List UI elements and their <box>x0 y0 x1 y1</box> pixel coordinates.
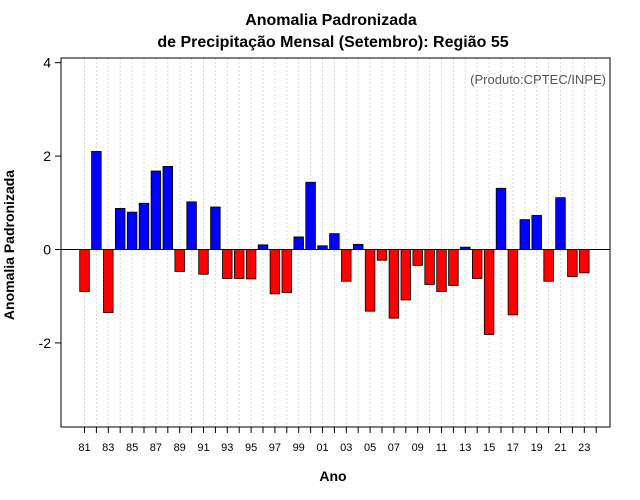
bar-82 <box>91 151 102 250</box>
bar-89 <box>174 249 185 272</box>
x-tick-label: 15 <box>483 442 495 454</box>
chart-subtitle: de Precipitação Mensal (Setembro): Regiã… <box>157 34 508 51</box>
bar-18 <box>519 219 531 250</box>
bar-03 <box>341 249 352 282</box>
bar-95 <box>245 249 257 280</box>
bar-00 <box>305 181 316 250</box>
x-tick-label: 01 <box>316 442 328 454</box>
bar-01 <box>317 245 328 250</box>
bar-94 <box>233 249 245 279</box>
bar-99 <box>293 236 304 250</box>
bar-21 <box>555 197 566 250</box>
bar-08 <box>400 249 412 301</box>
bar-15 <box>483 249 495 335</box>
bar-81 <box>79 249 90 292</box>
bar-06 <box>376 249 388 261</box>
bar-98 <box>281 249 293 293</box>
x-tick-label: 91 <box>197 442 209 454</box>
bar-07 <box>388 249 400 319</box>
y-tick-label: 0 <box>43 242 51 258</box>
bar-19 <box>531 215 542 250</box>
x-tick-label: 83 <box>102 442 114 454</box>
x-tick-label: 81 <box>78 442 90 454</box>
bar-23 <box>579 249 590 274</box>
bar-10 <box>424 249 435 285</box>
y-tick-label: -2 <box>39 335 52 351</box>
vertical-gridlines <box>84 58 597 427</box>
bar-11 <box>436 249 447 292</box>
x-tick-label: 89 <box>174 442 186 454</box>
x-tick-label: 99 <box>293 442 305 454</box>
y-tick-label: 4 <box>43 55 51 71</box>
bar-92 <box>210 206 221 250</box>
x-tick-label: 85 <box>126 442 138 454</box>
bar-13 <box>460 246 471 250</box>
x-tick-label: 09 <box>412 442 424 454</box>
bar-91 <box>198 249 209 275</box>
bar-85 <box>126 211 138 250</box>
x-tick-label: 07 <box>388 442 400 454</box>
x-tick-label: 03 <box>340 442 352 454</box>
bar-20 <box>543 249 554 282</box>
chart-title: Anomalia Padronizada <box>245 12 417 29</box>
plot-frame <box>60 57 611 428</box>
bar-04 <box>352 243 364 250</box>
bar-84 <box>115 208 126 250</box>
credit-label: (Produto:CPTEC/INPE) <box>470 72 606 87</box>
bar-88 <box>162 165 174 250</box>
x-axis-label: Ano <box>319 468 346 484</box>
x-tick-label: 05 <box>364 442 376 454</box>
bar-93 <box>222 249 233 279</box>
x-axis: 81 83 85 87 89 91 93 95 97 99 01 03 05 07 09 11 13 15 17 19… <box>78 427 597 454</box>
bar-12 <box>448 249 459 286</box>
bar-16 <box>495 187 507 250</box>
y-axis: -2 0 2 4 <box>39 55 61 351</box>
bar-97 <box>269 249 281 295</box>
bar-86 <box>138 202 150 250</box>
y-axis-label: Anomalia Padronizada <box>1 170 17 320</box>
bar-09 <box>412 249 423 266</box>
bar-14 <box>471 249 483 279</box>
bar-17 <box>507 249 519 316</box>
bar-02 <box>329 233 340 250</box>
x-tick-label: 87 <box>150 442 162 454</box>
bar-83 <box>103 249 114 313</box>
x-tick-label: 17 <box>507 442 519 454</box>
bars <box>79 151 590 335</box>
x-tick-label: 13 <box>459 442 471 454</box>
bar-87 <box>150 170 162 250</box>
bar-90 <box>186 201 197 250</box>
x-tick-label: 95 <box>245 442 257 454</box>
x-tick-label: 19 <box>531 442 543 454</box>
bar-05 <box>364 249 376 312</box>
x-tick-label: 23 <box>578 442 590 454</box>
bar-96 <box>257 244 269 250</box>
x-tick-label: 97 <box>269 442 281 454</box>
x-tick-label: 21 <box>554 442 566 454</box>
y-tick-label: 2 <box>43 148 51 164</box>
bar-22 <box>567 249 578 277</box>
x-tick-label: 93 <box>221 442 233 454</box>
x-tick-label: 11 <box>436 442 447 454</box>
